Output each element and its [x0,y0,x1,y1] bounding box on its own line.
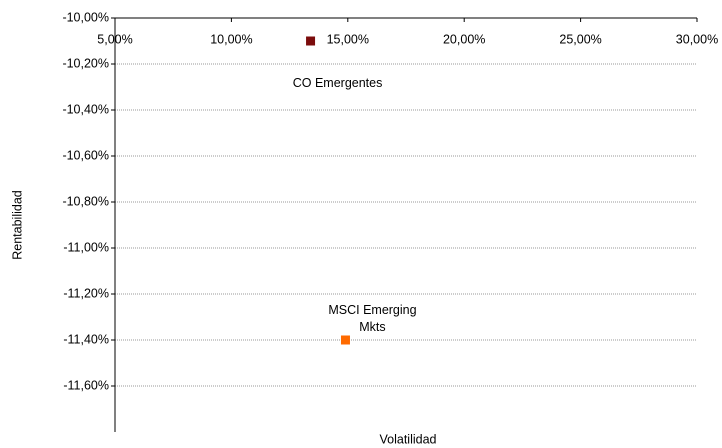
y-tick-label: -10,40% [62,102,109,116]
x-tick-label: 10,00% [210,32,252,46]
y-tick-label: -11,20% [63,286,109,300]
y-axis-title: Rentabilidad [10,190,24,260]
y-tick-label: -11,00% [63,240,109,254]
x-tick-label: 30,00% [676,32,718,46]
y-tick-label: -10,60% [62,148,109,162]
x-tick-label: 25,00% [559,32,601,46]
y-tick-label: -10,00% [62,10,109,24]
data-point [306,36,316,46]
point-label: CO Emergentes [292,76,383,90]
y-tick-label: -11,40% [63,332,109,346]
x-tick-label: 20,00% [443,32,485,46]
x-axis-title: Volatilidad [380,432,437,446]
point-label: MSCI Emerging Mkts [328,303,417,334]
x-tick-label: 5,00% [97,32,132,46]
y-tick-label: -10,80% [62,194,109,208]
y-tick-label: -11,60% [63,378,109,392]
x-tick-label: 15,00% [327,32,369,46]
y-tick-label: -10,20% [62,56,109,70]
data-point [340,335,350,345]
